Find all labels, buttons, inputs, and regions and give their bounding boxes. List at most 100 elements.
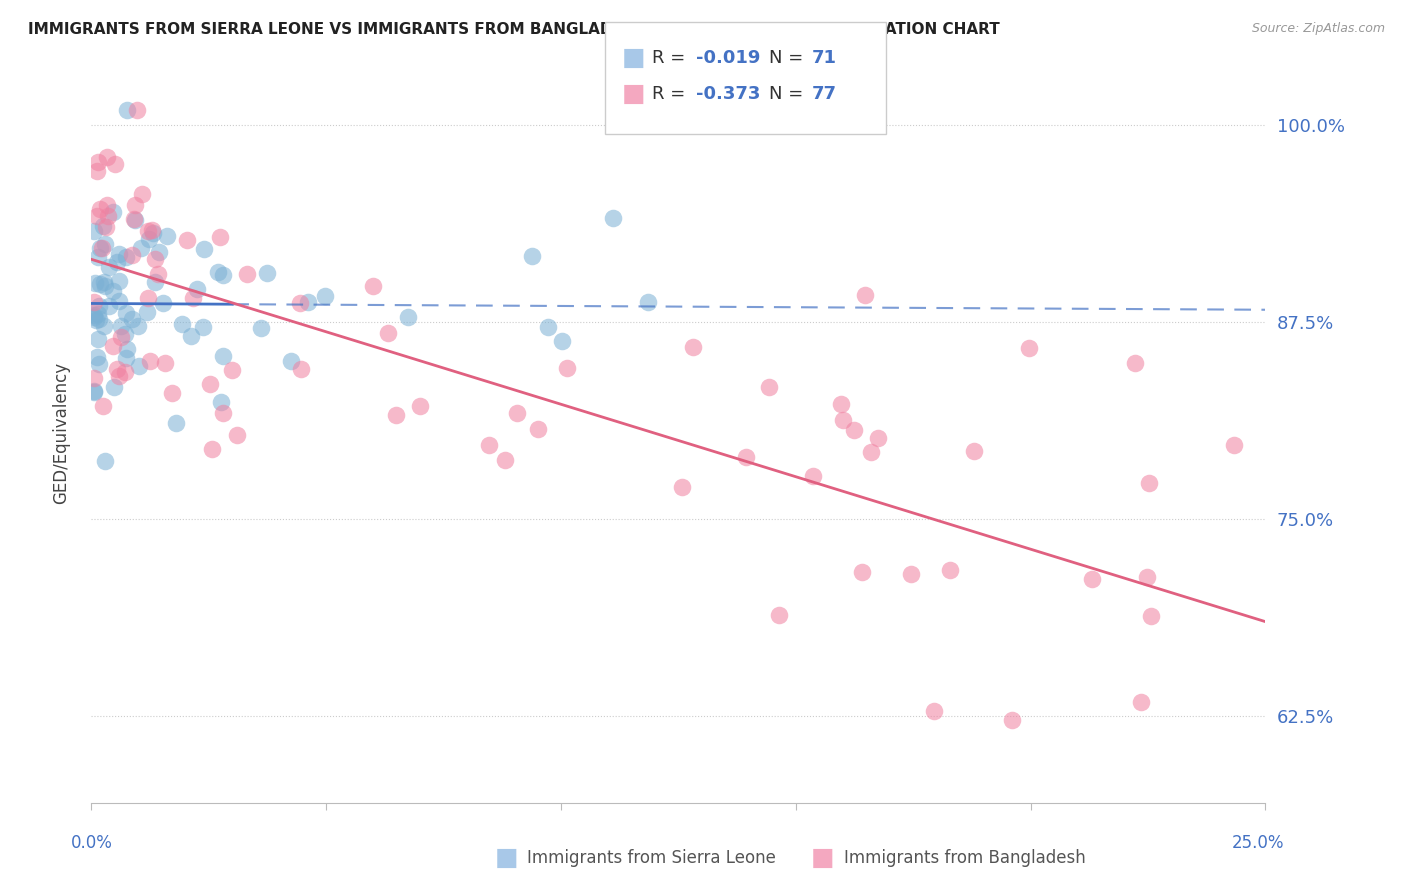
Point: [136, 224, 159, 238]
Point: [361, 279, 384, 293]
Point: [256, 266, 278, 280]
Point: [91, 399, 114, 413]
Point: [170, 317, 193, 331]
Point: [93, 318, 115, 333]
Point: [101, 205, 124, 219]
Point: [86, 164, 108, 178]
Point: [105, 254, 128, 268]
Text: -0.019: -0.019: [696, 49, 761, 67]
Point: [89, 277, 111, 292]
Point: [114, 250, 136, 264]
Point: [860, 445, 883, 459]
Point: [136, 291, 159, 305]
Point: [201, 442, 224, 456]
Point: [682, 341, 704, 355]
Point: [900, 566, 922, 581]
Point: [1081, 572, 1104, 586]
Point: [851, 565, 873, 579]
Point: [86, 209, 108, 223]
Point: [478, 438, 501, 452]
Point: [143, 275, 166, 289]
Point: [107, 293, 129, 308]
Y-axis label: GED/Equivalency: GED/Equivalency: [52, 361, 70, 504]
Point: [94, 279, 117, 293]
Point: [87, 332, 110, 346]
Point: [288, 296, 311, 310]
Point: [153, 356, 176, 370]
Point: [637, 295, 659, 310]
Text: Immigrants from Sierra Leone: Immigrants from Sierra Leone: [527, 849, 776, 867]
Text: ■: ■: [811, 847, 834, 870]
Point: [409, 399, 432, 413]
Point: [671, 480, 693, 494]
Point: [853, 288, 876, 302]
Point: [250, 320, 273, 334]
Point: [148, 244, 170, 259]
Point: [103, 339, 125, 353]
Point: [114, 326, 136, 341]
Point: [89, 202, 111, 216]
Text: 77: 77: [811, 85, 837, 103]
Point: [96, 150, 118, 164]
Point: [87, 312, 110, 326]
Point: [83, 224, 105, 238]
Point: [1140, 609, 1163, 624]
Point: [208, 230, 231, 244]
Point: [156, 229, 179, 244]
Point: [377, 326, 399, 341]
Text: 25.0%: 25.0%: [1232, 834, 1285, 852]
Point: [83, 371, 105, 385]
Point: [314, 289, 336, 303]
Point: [1001, 713, 1024, 727]
Point: [93, 275, 115, 289]
Point: [1137, 475, 1160, 490]
Point: [555, 360, 578, 375]
Point: [128, 359, 150, 373]
Point: [87, 154, 110, 169]
Point: [396, 310, 419, 325]
Point: [963, 444, 986, 458]
Point: [115, 103, 138, 117]
Point: [537, 320, 560, 334]
Point: [110, 318, 132, 333]
Point: [191, 320, 214, 334]
Point: [207, 265, 229, 279]
Text: Immigrants from Bangladesh: Immigrants from Bangladesh: [844, 849, 1085, 867]
Point: [131, 186, 153, 201]
Point: [226, 427, 249, 442]
Point: [198, 377, 221, 392]
Point: [136, 305, 159, 319]
Text: 71: 71: [811, 49, 837, 67]
Point: [125, 103, 148, 117]
Text: N =: N =: [769, 85, 808, 103]
Point: [94, 454, 117, 468]
Point: [939, 563, 962, 577]
Point: [211, 268, 233, 282]
Point: [735, 450, 758, 464]
Point: [114, 351, 136, 366]
Point: [108, 368, 131, 383]
Text: 0.0%: 0.0%: [70, 834, 112, 852]
Point: [290, 361, 312, 376]
Point: [84, 276, 107, 290]
Point: [1223, 438, 1246, 452]
Point: [96, 198, 118, 212]
Point: [505, 406, 527, 420]
Point: [1136, 570, 1159, 584]
Point: [87, 357, 110, 371]
Point: [121, 248, 143, 262]
Point: [83, 384, 105, 399]
Point: [176, 233, 198, 247]
Text: ■: ■: [495, 847, 517, 870]
Point: [193, 242, 215, 256]
Text: N =: N =: [769, 49, 808, 67]
Point: [139, 354, 162, 368]
Point: [221, 363, 243, 377]
Point: [180, 329, 202, 343]
Point: [94, 236, 117, 251]
Point: [212, 349, 235, 363]
Point: [551, 334, 574, 349]
Point: [94, 220, 117, 235]
Point: [122, 211, 145, 226]
Point: [868, 431, 890, 445]
